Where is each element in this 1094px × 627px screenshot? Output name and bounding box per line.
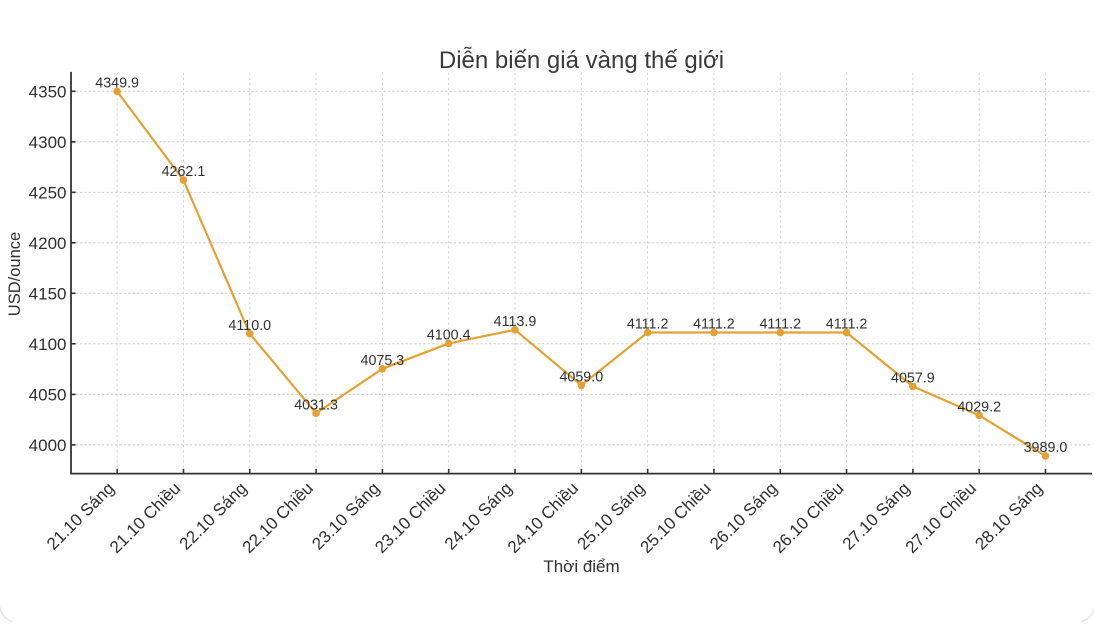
svg-text:4000: 4000 xyxy=(29,436,67,455)
svg-text:Diễn biến giá vàng thế giới: Diễn biến giá vàng thế giới xyxy=(439,47,724,74)
svg-text:4111.2: 4111.2 xyxy=(826,317,868,333)
svg-text:4250: 4250 xyxy=(29,183,67,202)
svg-text:4350: 4350 xyxy=(29,82,67,101)
svg-text:4031.3: 4031.3 xyxy=(294,397,338,413)
svg-text:4111.2: 4111.2 xyxy=(759,317,801,333)
svg-text:4059.0: 4059.0 xyxy=(559,369,603,385)
svg-text:4075.3: 4075.3 xyxy=(361,353,405,369)
svg-text:4050: 4050 xyxy=(29,385,67,404)
svg-text:USD/ounce: USD/ounce xyxy=(6,232,24,316)
svg-text:4110.0: 4110.0 xyxy=(228,318,271,334)
svg-text:4349.9: 4349.9 xyxy=(95,75,139,91)
svg-text:4100: 4100 xyxy=(29,335,67,354)
svg-text:4111.2: 4111.2 xyxy=(693,317,735,333)
svg-text:4111.2: 4111.2 xyxy=(627,317,669,333)
svg-text:4057.9: 4057.9 xyxy=(891,370,935,386)
svg-text:4150: 4150 xyxy=(29,284,67,303)
svg-text:4029.2: 4029.2 xyxy=(957,399,1001,415)
svg-text:4113.9: 4113.9 xyxy=(494,314,537,330)
svg-text:4300: 4300 xyxy=(29,133,67,152)
svg-text:4200: 4200 xyxy=(29,234,67,253)
svg-text:3989.0: 3989.0 xyxy=(1024,440,1068,456)
svg-text:4100.4: 4100.4 xyxy=(427,327,471,343)
svg-text:4262.1: 4262.1 xyxy=(162,164,206,180)
svg-text:Thời điểm: Thời điểm xyxy=(543,557,619,576)
